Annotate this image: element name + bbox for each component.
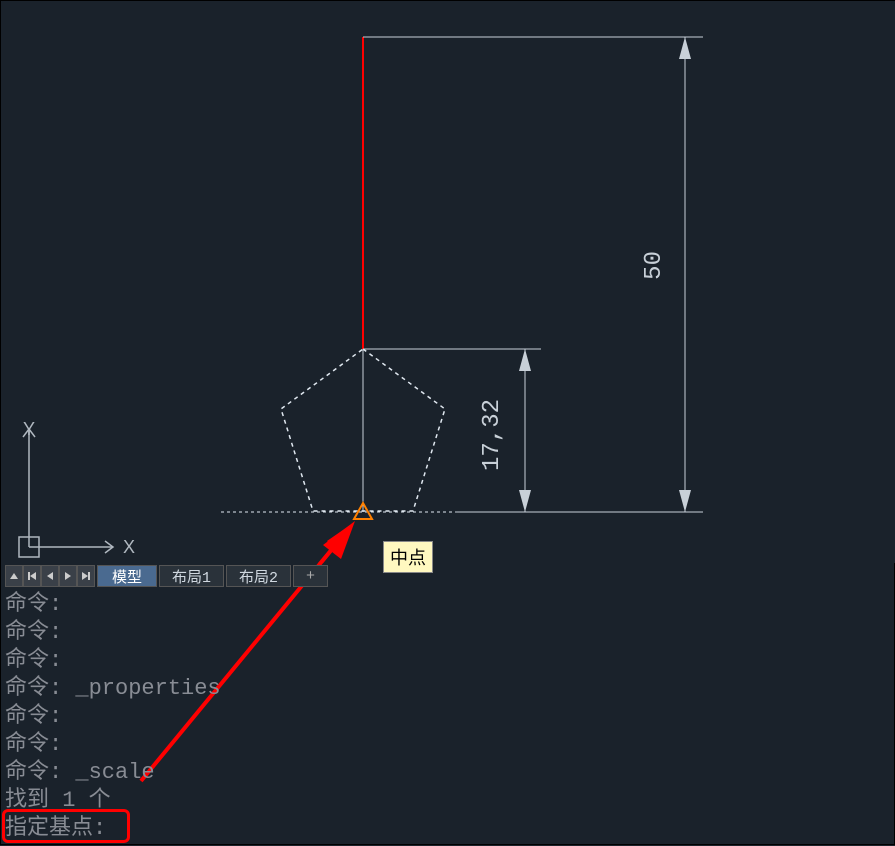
cmd-prompt: 指定基点: [5,815,892,843]
dim-17-text: 17,32 [479,399,506,471]
cmd-line: 命令: _properties [5,675,892,703]
cmd-line: 找到 1 个 [5,787,892,815]
snap-tooltip: 中点 [383,541,433,573]
tab-model[interactable]: 模型 [97,565,157,587]
tab-add[interactable]: + [293,565,328,587]
tab-last-icon[interactable] [77,565,95,587]
tab-scroll-up-icon[interactable] [5,565,23,587]
ucs-y-label: Y [23,419,35,440]
drawing-canvas[interactable]: X Y 50 17,32 中点 [1,1,895,563]
ucs-x-label: X [123,537,135,558]
cmd-line: 命令: [5,731,892,759]
canvas-svg [1,1,895,563]
cmd-line: 命令: [5,703,892,731]
cmd-line: 命令: [5,619,892,647]
tab-first-icon[interactable] [23,565,41,587]
dim-50-text: 50 [641,251,668,280]
tab-layout2[interactable]: 布局2 [226,565,291,587]
tab-prev-icon[interactable] [41,565,59,587]
cmd-line: 命令: _scale [5,759,892,787]
tab-layout1[interactable]: 布局1 [159,565,224,587]
cmd-line: 命令: [5,591,892,619]
layout-tab-bar: 模型 布局1 布局2 + [5,565,328,587]
tab-next-icon[interactable] [59,565,77,587]
cmd-line: 命令: [5,647,892,675]
command-history[interactable]: 命令: 命令: 命令: 命令: _properties 命令: 命令: 命令: … [5,591,892,843]
